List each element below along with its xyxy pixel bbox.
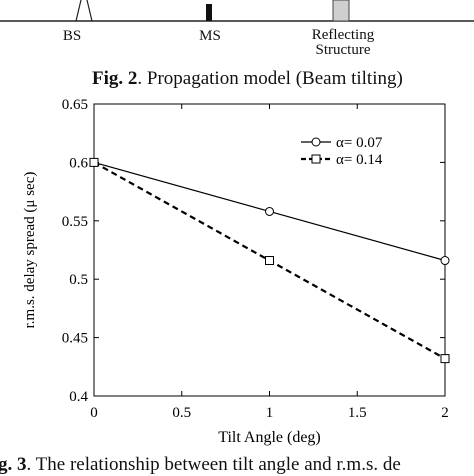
legend-label-1: α= 0.07 <box>336 135 383 151</box>
x-axis-label: Tilt Angle (deg) <box>218 429 321 446</box>
series-2-point <box>440 354 450 364</box>
x-tick-label: 1 <box>266 405 274 421</box>
reflecting-structure-label-1: Reflecting <box>311 27 375 43</box>
bs-label: BS <box>62 28 82 44</box>
bs-tower-left-leg <box>75 0 82 22</box>
y-tick-label: 0.55 <box>62 214 88 230</box>
fig3-caption: g. 3. The relationship between tilt angl… <box>0 454 401 476</box>
y-axis-label: r.m.s. delay spread (μ sec) <box>22 172 38 329</box>
y-axis-ticks: 0.4 0.45 0.5 0.55 0.6 0.65 <box>62 97 445 405</box>
y-tick-label: 0.6 <box>69 155 88 171</box>
fig3-caption-text: . The relationship between tilt angle an… <box>26 454 401 475</box>
plot-frame <box>93 103 446 397</box>
reflecting-structure-block <box>332 0 350 22</box>
legend-marker-2 <box>311 154 321 164</box>
fig2-caption: Fig. 2. Propagation model (Beam tilting) <box>92 68 403 90</box>
series-1-point <box>440 256 450 266</box>
fig2-caption-text: . Propagation model (Beam tilting) <box>137 68 403 89</box>
fig2-caption-prefix: Fig. 2 <box>92 68 138 89</box>
x-tick-label: 2 <box>441 405 449 421</box>
y-tick-label: 0.65 <box>62 97 88 113</box>
series-2-point <box>265 256 274 266</box>
bs-tower-right-leg <box>86 0 93 22</box>
x-axis-ticks: 0 0.5 1 1.5 2 <box>90 104 449 421</box>
legend-marker-1 <box>311 137 321 147</box>
x-tick-label: 1.5 <box>348 405 367 421</box>
series-layer <box>89 157 450 364</box>
legend-label-2: α= 0.14 <box>336 152 383 168</box>
series-1-point <box>265 206 274 216</box>
x-tick-label: 0 <box>90 405 98 421</box>
y-tick-label: 0.5 <box>69 272 88 288</box>
legend: α= 0.07α= 0.14 <box>301 135 383 168</box>
fig3-caption-prefix: g. 3 <box>0 454 27 475</box>
ms-antenna <box>206 4 212 21</box>
x-tick-label: 0.5 <box>172 405 191 421</box>
y-tick-label: 0.4 <box>69 389 88 405</box>
ms-label: MS <box>199 28 221 44</box>
series-2-point <box>89 157 99 167</box>
propagation-diagram <box>0 0 474 22</box>
y-tick-label: 0.45 <box>62 331 88 347</box>
reflecting-structure-label-2: Structure <box>315 42 371 58</box>
